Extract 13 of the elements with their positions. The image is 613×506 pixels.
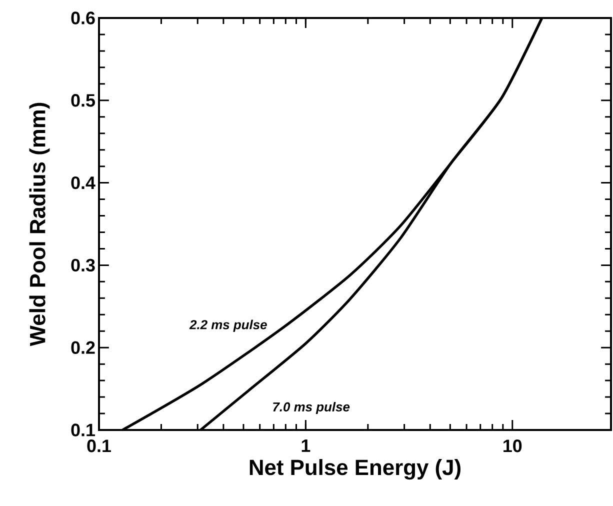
series-label: 7.0 ms pulse [273, 402, 350, 414]
series-label: 2.2 ms pulse [189, 320, 267, 332]
x-tick-label: 10 [504, 440, 522, 452]
y-tick-label: 0.3 [71, 258, 95, 272]
y-tick-label: 0.1 [71, 424, 95, 436]
y-tick-label: 0.2 [71, 341, 95, 354]
x-axis-title: Net Pulse Energy (J) [250, 459, 460, 480]
y-tick-label: 0.6 [71, 12, 95, 24]
x-tick-label: 1 [302, 440, 310, 452]
y-axis-title: Weld Pool Radius (mm) [29, 102, 50, 346]
y-tick-label: 0.4 [71, 176, 96, 190]
x-tick-label: 0.1 [87, 440, 111, 452]
y-tick-label: 0.5 [71, 94, 95, 107]
